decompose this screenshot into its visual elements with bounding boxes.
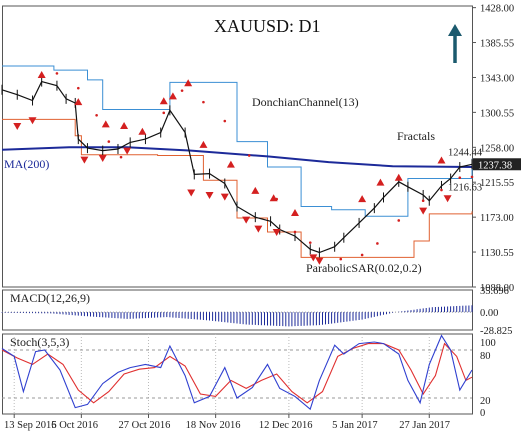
macd-label: MACD(12,26,9) — [10, 291, 90, 305]
stoch-tick-label: 100 — [480, 338, 496, 349]
date-tick-label: 13 Sep 2016 — [4, 420, 57, 431]
date-tick-label: 5 Jan 2017 — [332, 420, 378, 431]
price-tick-label: 1088.00 — [480, 283, 514, 294]
sar-dot — [223, 119, 227, 123]
fractal-down-marker — [205, 191, 214, 199]
price-tick-label: 1215.55 — [480, 178, 514, 189]
fractal-down-marker — [315, 257, 324, 265]
date-tick-label: 5 Oct 2016 — [51, 420, 98, 431]
macd-tick-label: 35.696 — [480, 286, 509, 297]
fractal-up-marker — [394, 173, 403, 181]
fractal-up-marker — [199, 140, 208, 148]
fractal-up-marker — [138, 127, 147, 135]
price-tick-label: 1428.00 — [480, 4, 514, 15]
fractal-down-marker — [187, 189, 196, 197]
macd-tick-label: -28.825 — [480, 326, 512, 337]
sar-dot — [180, 89, 184, 92]
sar-dot — [360, 253, 364, 257]
current-price-value-box — [473, 158, 521, 171]
fractals-label: Fractals — [397, 129, 435, 143]
price-tick-label: 1173.00 — [480, 213, 514, 224]
fractal-up-marker — [251, 186, 260, 194]
sar-dot — [55, 72, 59, 75]
fractal-down-marker — [254, 225, 263, 233]
fractal-down-marker — [242, 216, 251, 224]
sar-dot — [339, 257, 343, 261]
stoch-tick-label: 20 — [480, 396, 491, 407]
sar-label: ParabolicSAR(0.02,0.2) — [306, 261, 422, 275]
fractal-up-marker — [159, 97, 168, 105]
sar-dot — [308, 241, 312, 244]
sar-dot — [202, 100, 205, 104]
fractal-down-marker — [80, 156, 89, 164]
date-tick-label: 27 Jan 2017 — [399, 420, 450, 431]
fractal-down-marker — [220, 193, 229, 201]
fractal-down-marker — [419, 207, 428, 215]
fractal-up-marker — [120, 121, 129, 129]
sar-dot — [293, 230, 297, 234]
stoch-tick-label: 0 — [480, 408, 485, 419]
sar-dot — [397, 219, 401, 222]
macd-tick-label: 0.00 — [480, 308, 498, 319]
sar-dot — [95, 113, 98, 117]
stoch-tick-label: 80 — [480, 351, 491, 362]
fractal-up-marker — [168, 92, 177, 100]
price-tick-label: 1343.00 — [480, 73, 514, 84]
fractal-up-marker — [101, 120, 110, 128]
fractal-down-marker — [443, 195, 452, 203]
fractal-up-marker — [226, 160, 235, 168]
price-tick-label: 1300.55 — [480, 108, 514, 119]
stoch-label: Stoch(3,5,3) — [10, 335, 69, 349]
price-tick-label: 1258.00 — [480, 143, 514, 154]
ma-200-line — [1, 146, 473, 168]
stoch-k-line — [1, 334, 473, 411]
stoch-d-line — [1, 342, 473, 404]
fractal-up-marker — [269, 194, 278, 202]
sar-dot — [458, 176, 462, 180]
stoch-panel-frame — [2, 333, 473, 415]
ma-label: MA(200) — [4, 157, 49, 171]
fractal-up-marker — [184, 79, 193, 87]
date-tick-label: 12 Dec 2016 — [259, 420, 313, 431]
sar-dot — [376, 242, 379, 245]
sar-dot — [421, 199, 425, 203]
up-arrow-icon-head — [448, 24, 462, 36]
fractal-up-marker — [437, 156, 446, 164]
fractal-down-marker — [28, 117, 37, 125]
fractal-down-marker — [272, 228, 281, 236]
fractal-up-marker — [376, 178, 385, 186]
price-panel-frame — [2, 5, 473, 288]
fractal-down-marker — [123, 147, 132, 155]
donchian-label: DonchianChannel(13) — [252, 95, 359, 109]
fractal-up-marker — [74, 98, 83, 106]
fractal-up-marker — [290, 209, 299, 217]
date-tick-label: 18 Nov 2016 — [186, 420, 241, 431]
date-tick-label: 27 Oct 2016 — [118, 420, 170, 431]
sar-dot — [76, 86, 80, 90]
donchian-upper-line — [2, 65, 473, 217]
sar-dot — [247, 154, 251, 157]
donchian-lower-line — [2, 118, 473, 258]
sar-dot — [470, 175, 474, 179]
fractal-down-marker — [309, 254, 318, 262]
sar-dot — [107, 140, 111, 143]
fractal-down-marker — [13, 122, 22, 130]
fractal-up-marker — [37, 71, 46, 79]
fractal-down-marker — [98, 155, 107, 163]
fractal-up-marker — [358, 195, 367, 203]
donchian-upper-value: 1244.44 — [448, 147, 483, 158]
donchian-lower-value: 1216.63 — [448, 182, 482, 193]
sar-dot — [119, 155, 123, 159]
current-price-value: 1237.38 — [478, 160, 512, 171]
price-tick-label: 1130.55 — [480, 248, 514, 259]
sar-dot — [162, 111, 166, 115]
chart-title: XAUUSD: D1 — [214, 16, 321, 36]
price-tick-label: 1385.55 — [480, 39, 514, 50]
sar-dot — [440, 188, 443, 192]
